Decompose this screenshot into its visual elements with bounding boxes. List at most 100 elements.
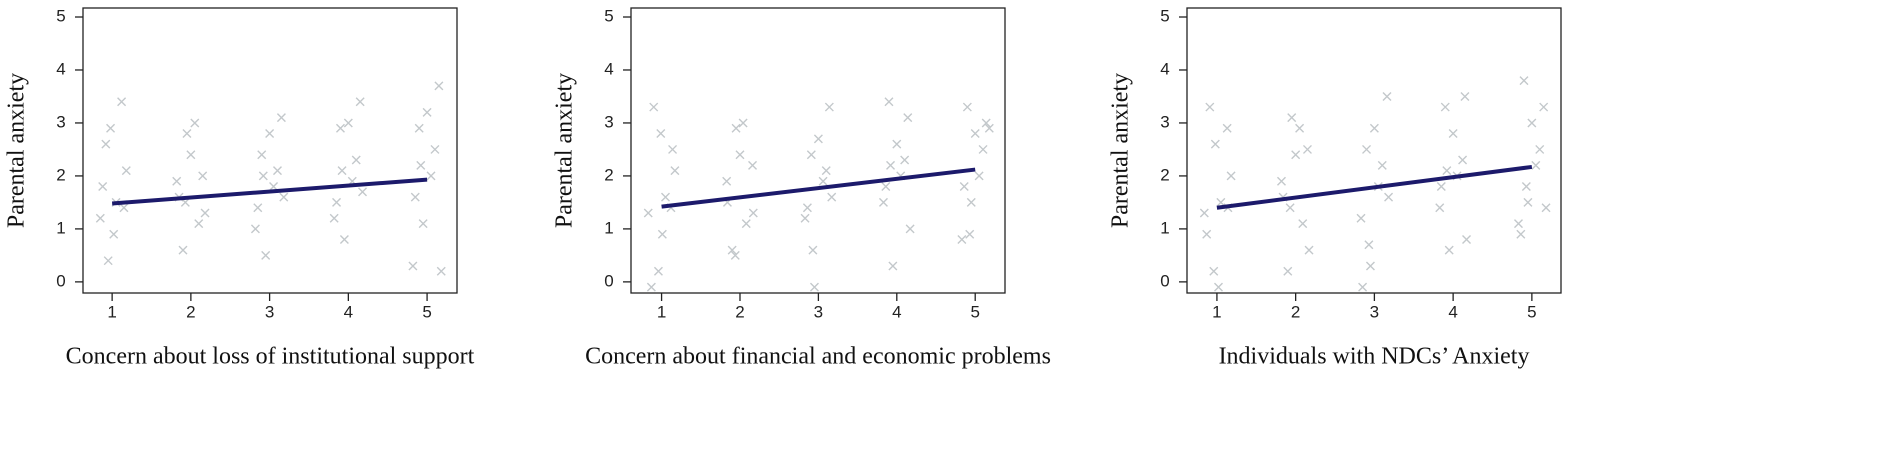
point (974, 171, 984, 181)
point (178, 245, 188, 255)
point (653, 266, 663, 276)
point (802, 203, 812, 213)
point (813, 134, 823, 144)
point (1369, 123, 1379, 133)
point (881, 182, 891, 192)
x-tick-label: 5 (422, 302, 431, 321)
x-axis-label: Concern about loss of institutional supp… (66, 344, 475, 370)
point (1283, 266, 1293, 276)
point (1541, 203, 1551, 213)
point (335, 123, 345, 133)
point (1448, 129, 1458, 139)
point (1435, 203, 1445, 213)
point (821, 166, 831, 176)
fit-line (661, 167, 976, 209)
point (332, 197, 342, 207)
x-tick-label: 2 (186, 302, 195, 321)
point (1287, 113, 1297, 123)
point (1460, 91, 1470, 101)
point (250, 224, 260, 234)
point (1535, 144, 1545, 154)
point (1358, 282, 1368, 292)
point (121, 166, 131, 176)
x-tick-label: 1 (107, 302, 116, 321)
x-tick-label: 1 (1212, 302, 1221, 321)
x-tick-label: 3 (1370, 302, 1379, 321)
point (1442, 166, 1452, 176)
point (182, 129, 192, 139)
x-tick-label: 5 (1527, 302, 1536, 321)
point (1521, 182, 1531, 192)
point (730, 250, 740, 260)
x-tick-label: 2 (735, 302, 744, 321)
point (430, 144, 440, 154)
point (1384, 192, 1394, 202)
point (198, 171, 208, 181)
point (735, 150, 745, 160)
x-tick-label: 4 (892, 302, 901, 321)
point (1436, 182, 1446, 192)
point (661, 192, 670, 202)
point (738, 118, 748, 128)
point (98, 182, 108, 192)
point (903, 113, 913, 123)
point (1213, 282, 1223, 292)
y-tick-label: 2 (56, 165, 65, 184)
point (1513, 219, 1523, 229)
point (265, 129, 275, 139)
point (426, 171, 436, 181)
point (905, 224, 915, 234)
point (408, 261, 418, 271)
point (1210, 139, 1220, 149)
point (1209, 266, 1219, 276)
point (172, 176, 182, 186)
point (827, 192, 837, 202)
point (414, 123, 424, 133)
point (418, 219, 428, 229)
point (727, 245, 737, 255)
point (978, 144, 988, 154)
point (643, 208, 653, 218)
point (106, 123, 116, 133)
fit-line (1216, 164, 1533, 210)
x-tick-label: 2 (1291, 302, 1300, 321)
point (731, 123, 741, 133)
point (1304, 245, 1314, 255)
point (957, 235, 967, 244)
point (253, 203, 263, 213)
y-tick-label: 0 (604, 271, 613, 290)
point (95, 213, 105, 223)
point (351, 155, 361, 165)
y-tick-label: 3 (604, 112, 613, 131)
point (1226, 171, 1236, 181)
point (1365, 261, 1375, 271)
point (1285, 203, 1295, 213)
point (337, 166, 347, 176)
point (339, 235, 349, 244)
y-tick-label: 0 (56, 271, 65, 290)
plot-box (82, 7, 458, 294)
point (962, 102, 972, 112)
point (649, 102, 659, 112)
y-tick-label: 1 (604, 218, 613, 237)
point (434, 81, 444, 91)
point (722, 176, 732, 186)
point (668, 144, 678, 154)
y-tick-label: 3 (1160, 112, 1169, 131)
point (261, 250, 271, 260)
point (1298, 219, 1308, 229)
point (272, 166, 282, 176)
point (892, 139, 902, 149)
y-tick-label: 3 (56, 112, 65, 131)
y-tick-label: 0 (1160, 271, 1169, 290)
point (646, 282, 656, 292)
point (1362, 144, 1372, 154)
point (959, 182, 969, 192)
y-axis-label: Parental anxiety (1108, 73, 1134, 228)
point (101, 139, 111, 149)
point (670, 166, 680, 176)
point (970, 129, 980, 139)
point (1222, 123, 1232, 133)
point (981, 118, 991, 128)
